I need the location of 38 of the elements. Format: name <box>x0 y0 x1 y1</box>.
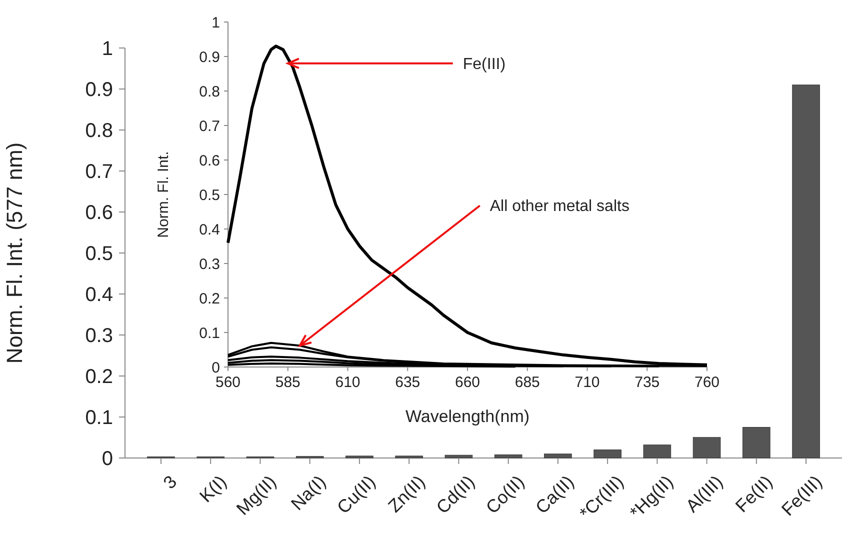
x-tick-label: 610 <box>335 374 360 391</box>
y-tick-label: 0.9 <box>85 79 113 101</box>
x-tick-label: 685 <box>514 374 540 391</box>
y-axis-title: Norm. Fl. Int. <box>155 151 172 238</box>
y-tick-label: 0.4 <box>85 284 113 306</box>
y-tick-label: 0 <box>212 359 220 376</box>
y-tick-label: 0.7 <box>85 161 113 183</box>
x-tick-label: 710 <box>574 374 600 391</box>
annotation: All other metal salts <box>490 198 630 216</box>
x-tick-label: 585 <box>275 374 300 391</box>
y-tick-label: 0.1 <box>199 324 220 342</box>
x-tick-label: 660 <box>454 374 480 391</box>
annotation: Fe(III) <box>462 56 506 73</box>
y-tick-label: 0.6 <box>85 202 113 224</box>
y-tick-label: 0 <box>102 448 113 470</box>
y-tick-label: 0.2 <box>85 366 113 388</box>
y-tick-label: 0.3 <box>85 325 113 347</box>
x-tick-label: 560 <box>215 374 241 391</box>
x-tick-label: 735 <box>634 374 660 391</box>
y-tick-label: 0.2 <box>199 290 220 308</box>
y-tick-label: 0.5 <box>199 186 220 204</box>
x-tick-label: K(I) <box>196 472 230 506</box>
y-tick-label: 0.6 <box>199 152 220 170</box>
y-tick-label: 0.8 <box>85 120 113 142</box>
y-tick-label: 1 <box>102 38 113 60</box>
y-tick-label: 0.4 <box>199 221 220 238</box>
y-tick-label: 0.1 <box>85 407 113 429</box>
x-tick-label: 760 <box>694 374 720 391</box>
y-tick-label: 0.5 <box>85 243 113 265</box>
y-tick-label: 0.7 <box>199 118 220 135</box>
x-tick-label: 3 <box>159 472 181 493</box>
x-tick-label: 635 <box>395 374 420 391</box>
y-axis-title: Norm. Fl. Int. (577 nm) <box>2 142 27 364</box>
y-tick-label: 1 <box>212 14 220 32</box>
y-tick-label: 0.3 <box>199 256 220 273</box>
x-axis-title: Wavelength(nm) <box>405 407 530 426</box>
y-tick-label: 0.9 <box>199 48 220 66</box>
y-tick-label: 0.8 <box>199 83 220 100</box>
